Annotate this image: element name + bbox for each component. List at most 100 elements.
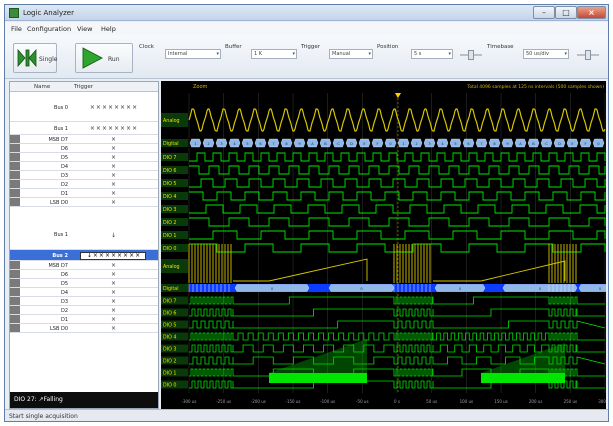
menu-configuration[interactable]: Configuration	[27, 25, 72, 33]
track-label: DIO 1	[163, 233, 176, 239]
channel-row[interactable]: D5 ×	[10, 279, 158, 288]
channel-row[interactable]: D3 ×	[10, 171, 158, 180]
channel-row[interactable]: D4 ×	[10, 288, 158, 297]
channel-row[interactable]: D2 ×	[10, 306, 158, 315]
trigger-pattern[interactable]: ×	[110, 172, 118, 179]
channel-row[interactable]: D6 ×	[10, 270, 158, 279]
bus-segment	[280, 138, 293, 148]
track-label-bg	[161, 244, 188, 252]
dense-activity-region	[481, 343, 565, 373]
trigger-edit-field[interactable]	[80, 251, 146, 260]
track-label: DIO 0	[163, 383, 176, 389]
waveform-display[interactable]: Zoom Total 4096 samples at 125 ns interva…	[161, 81, 608, 409]
app-icon	[9, 8, 19, 18]
clock-label: Clock	[139, 44, 154, 50]
trigger-pattern[interactable]: ×	[110, 325, 118, 332]
slider-handle[interactable]	[585, 50, 591, 60]
digital-waveform	[189, 243, 606, 253]
trigger-pattern[interactable]: ×	[110, 271, 118, 278]
bus-segment	[254, 138, 267, 148]
timebase-slider[interactable]	[577, 47, 599, 63]
trigger-pattern[interactable]: ×	[110, 136, 118, 143]
channel-row[interactable]: D1 ×	[10, 189, 158, 198]
track-label: DIO 7	[163, 299, 176, 305]
bus-value: A	[519, 142, 522, 146]
bus-value: 5	[246, 142, 248, 146]
channel-row[interactable]: LSB D0 ×	[10, 198, 158, 207]
trigger-pattern[interactable]: ×	[110, 190, 118, 197]
trigger-pattern[interactable]: ×	[110, 154, 118, 161]
bus-segment	[215, 138, 228, 148]
menu-help[interactable]: Help	[101, 25, 116, 33]
bus-value: 9	[298, 142, 300, 146]
minimize-button[interactable]: –	[533, 6, 555, 19]
trigger-pattern[interactable]: ×	[110, 262, 118, 269]
track-label-bg	[161, 368, 188, 377]
track-label-bg	[161, 192, 188, 200]
slider-handle[interactable]	[468, 50, 474, 60]
chevron-down-icon: ▾	[564, 51, 567, 57]
menu-view[interactable]: View	[77, 25, 93, 33]
timebase-label: Timebase	[487, 44, 514, 50]
trigger-pattern[interactable]: ×	[110, 307, 118, 314]
bus-row[interactable]: Bus 1 ↓	[10, 220, 158, 250]
position-slider[interactable]	[460, 47, 482, 63]
timebase-select[interactable]: 50 us/div ▾	[523, 49, 569, 59]
acquisition-info: Total 4096 samples at 125 ns intervals (…	[466, 84, 604, 90]
trigger-pattern[interactable]: ××××××××	[89, 104, 139, 111]
track-label: DIO 5	[163, 181, 176, 187]
single-icon	[17, 48, 37, 68]
bus-segment	[358, 138, 371, 148]
position-select[interactable]: 5 s ▾	[411, 49, 453, 59]
bus-row[interactable]: Bus 1 ××××××××	[10, 122, 158, 135]
clock-select[interactable]: Internal ▾	[165, 49, 221, 59]
maximize-button[interactable]: □	[555, 6, 577, 19]
trigger-pattern[interactable]: ×	[110, 199, 118, 206]
channel-row[interactable]: D6 ×	[10, 144, 158, 153]
digital-waveform	[189, 368, 605, 377]
trigger-pattern[interactable]: ×	[110, 316, 118, 323]
bus-segment	[241, 138, 254, 148]
run-button[interactable]: Run	[75, 43, 133, 73]
bus-value: 0	[597, 142, 599, 146]
channel-row[interactable]: D1 ×	[10, 315, 158, 324]
buffer-select[interactable]: 1 K ▾	[251, 49, 297, 59]
trigger-pattern[interactable]: ↓	[110, 231, 118, 239]
trigger-pattern[interactable]: ××××××××	[89, 125, 139, 132]
channel-row[interactable]: LSB D0 ×	[10, 324, 158, 333]
trigger-pattern[interactable]: ↓××××××××	[86, 252, 142, 259]
channel-row[interactable]: D3 ×	[10, 297, 158, 306]
channel-name: D3	[60, 172, 68, 179]
channel-row[interactable]: D5 ×	[10, 153, 158, 162]
time-tick-label: 150 us	[494, 399, 508, 404]
single-button[interactable]: Single	[13, 43, 57, 73]
track-label: DIO 1	[163, 371, 176, 377]
channel-row[interactable]: D4 ×	[10, 162, 158, 171]
track-label-bg	[161, 179, 188, 187]
track-label-bg	[161, 308, 188, 317]
channel-row[interactable]: D2 ×	[10, 180, 158, 189]
close-button[interactable]: ×	[577, 6, 606, 19]
trigger-pattern[interactable]: ×	[110, 145, 118, 152]
trigger-pattern[interactable]: ×	[110, 181, 118, 188]
menu-file[interactable]: File	[11, 25, 22, 33]
channel-name: MSB D7	[48, 262, 68, 269]
bus-row[interactable]: Bus 0 ××××××××	[10, 93, 158, 122]
trigger-pattern[interactable]: ×	[110, 289, 118, 296]
channel-row[interactable]: MSB D7 ×	[10, 261, 158, 270]
channel-row[interactable]: MSB D7 ×	[10, 135, 158, 144]
trigger-select[interactable]: Manual ▾	[329, 49, 373, 59]
trigger-pattern[interactable]: ×	[110, 298, 118, 305]
time-tick-label: -250 us	[216, 399, 231, 404]
track-label: Analog	[163, 118, 180, 124]
digital-waveform	[189, 217, 606, 227]
bus-row[interactable]: Bus 2 ↓××××××××	[10, 250, 158, 261]
lsb-activity-block	[269, 373, 367, 383]
bus-segment	[488, 138, 501, 148]
track-label-bg	[161, 205, 188, 213]
track-label: DIO 0	[163, 246, 176, 252]
trigger-pattern[interactable]: ×	[110, 163, 118, 170]
selected-bus-track	[189, 284, 605, 292]
bus-segment	[410, 138, 423, 148]
trigger-pattern[interactable]: ×	[110, 280, 118, 287]
